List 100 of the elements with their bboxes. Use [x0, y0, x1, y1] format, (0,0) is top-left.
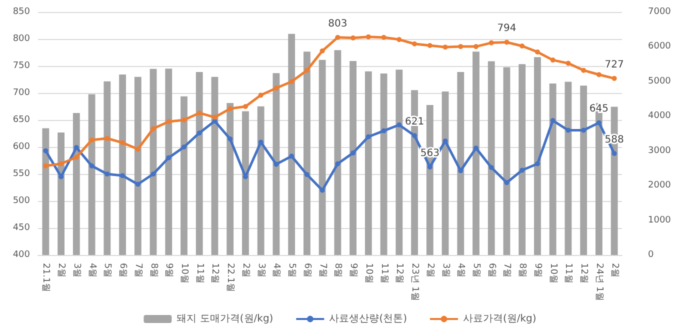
point — [442, 44, 448, 50]
point — [520, 44, 525, 49]
y-tick-label: 750 — [12, 61, 30, 71]
y-tick-label: 450 — [12, 223, 30, 233]
point — [289, 79, 294, 84]
y2-tick-label: 6000 — [648, 42, 672, 52]
point — [304, 172, 310, 178]
x-tick-label: 2월 — [240, 263, 250, 278]
x-tick-label: 12월 — [394, 263, 404, 284]
point — [196, 130, 202, 136]
x-tick-label: 2월 — [56, 263, 66, 278]
data-label: 645 — [589, 104, 608, 115]
point — [289, 154, 294, 159]
point — [458, 168, 464, 174]
point — [596, 72, 602, 78]
x-tick-label: 9월 — [532, 263, 542, 278]
point — [396, 37, 402, 42]
point — [196, 110, 202, 116]
point — [228, 106, 233, 112]
point — [520, 168, 525, 173]
y2-tick-label: 2000 — [648, 180, 672, 191]
y-tick-label: 400 — [12, 250, 30, 260]
point — [504, 40, 510, 45]
point — [104, 136, 110, 141]
data-label: 803 — [328, 18, 348, 30]
x-tick-label: 24년 1월 — [594, 263, 604, 302]
bar — [272, 73, 280, 255]
bar — [180, 96, 188, 255]
y-tick-label: 650 — [12, 115, 30, 125]
bar — [88, 94, 96, 255]
bar — [549, 84, 556, 255]
x-tick-label: 8월 — [148, 263, 158, 278]
x-tick-label: 3월 — [256, 263, 266, 278]
x-tick-label: 5월 — [471, 263, 481, 278]
point — [350, 150, 356, 156]
bar — [150, 68, 157, 255]
point — [412, 133, 418, 138]
point — [135, 146, 140, 152]
point — [381, 128, 386, 134]
bar — [396, 70, 403, 255]
x-tick-label: 5월 — [286, 263, 297, 278]
bar — [334, 50, 342, 255]
point — [74, 154, 79, 160]
point — [274, 86, 279, 91]
y2-tick-label: 1000 — [648, 215, 672, 226]
x-tick-label: 22.1월 — [225, 263, 236, 292]
y2-tick-label: 0 — [648, 250, 654, 260]
bar — [104, 81, 111, 255]
point — [566, 128, 571, 133]
bar — [364, 71, 372, 255]
point — [182, 144, 186, 150]
point — [381, 34, 386, 40]
point — [366, 134, 371, 140]
y-tick-label: 600 — [12, 142, 30, 152]
y2-tick-label: 7000 — [648, 7, 672, 17]
point — [350, 35, 356, 40]
point — [335, 161, 340, 166]
x-tick-label: 7월 — [502, 263, 512, 278]
x-tick-label: 3월 — [440, 263, 450, 278]
point — [135, 182, 140, 187]
x-tick-label: 5월 — [102, 263, 112, 278]
bar — [72, 113, 80, 255]
point — [581, 68, 586, 73]
x-tick-label: 3월 — [71, 263, 82, 278]
x-tick-label: 10월 — [548, 263, 558, 284]
point — [120, 173, 126, 178]
data-label: 588 — [604, 134, 624, 146]
bar — [226, 102, 234, 255]
x-tick-label: 8월 — [332, 263, 343, 278]
point — [581, 128, 586, 133]
point — [488, 40, 494, 46]
point — [166, 155, 172, 160]
x-tick-label: 9월 — [348, 263, 358, 278]
point — [550, 58, 556, 63]
bar — [442, 91, 449, 255]
x-tick-label: 2월 — [609, 263, 620, 278]
bar — [518, 64, 526, 255]
y-tick-label: 850 — [12, 7, 30, 17]
point — [320, 188, 325, 193]
point — [534, 161, 540, 166]
bar — [488, 61, 495, 255]
point — [258, 92, 264, 98]
bar — [534, 57, 541, 255]
bar — [564, 82, 572, 255]
point — [320, 48, 325, 54]
point — [412, 41, 418, 46]
bar — [165, 68, 172, 255]
x-tick-label: 2월 — [424, 263, 435, 278]
x-tick-label: 11월 — [194, 263, 204, 284]
bar — [580, 86, 588, 255]
bar — [350, 60, 357, 255]
point — [104, 172, 110, 176]
x-tick-label: 4월 — [86, 263, 97, 278]
x-tick-label: 4월 — [271, 263, 282, 278]
x-tick-label: 21.1월 — [40, 263, 51, 292]
point — [58, 161, 64, 166]
point — [458, 44, 464, 50]
x-tick-label: 7월 — [317, 263, 328, 278]
point — [504, 180, 510, 186]
point — [474, 44, 478, 50]
